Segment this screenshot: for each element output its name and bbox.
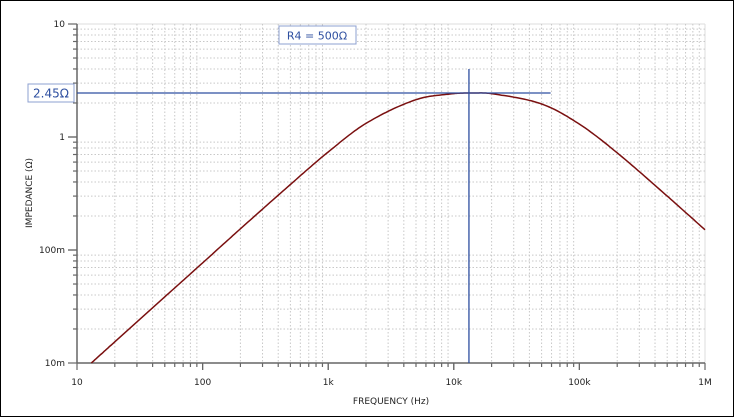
ticks: 10 100 1k 10k 100k 1M 10 1 100m 10m [39, 20, 712, 388]
grid [77, 23, 706, 363]
x-tick-label: 1k [323, 378, 335, 388]
impedance-curve [90, 92, 706, 364]
y-tick-label: 10m [45, 359, 65, 369]
x-tick-label: 10 [71, 378, 83, 388]
x-tick-label: 100 [194, 378, 211, 388]
x-axis-label: FREQUENCY (Hz) [353, 397, 429, 407]
legend-box: R4 = 500Ω [278, 25, 357, 45]
curve-layer [90, 92, 706, 364]
legend-text: R4 = 500Ω [287, 30, 347, 43]
y-axis-label: IMPEDANCE (Ω) [25, 158, 35, 228]
x-tick-label: 1M [698, 378, 712, 388]
cursor-value-text: 2.45Ω [33, 87, 69, 101]
y-tick-label: 10 [54, 20, 66, 30]
y-tick-label: 100m [39, 246, 65, 256]
x-tick-label: 10k [445, 378, 462, 388]
y-tick-label: 1 [59, 133, 65, 143]
x-tick-label: 100k [568, 378, 591, 388]
cursor-layer [77, 69, 551, 363]
cursor-value-box: 2.45Ω [27, 83, 75, 103]
